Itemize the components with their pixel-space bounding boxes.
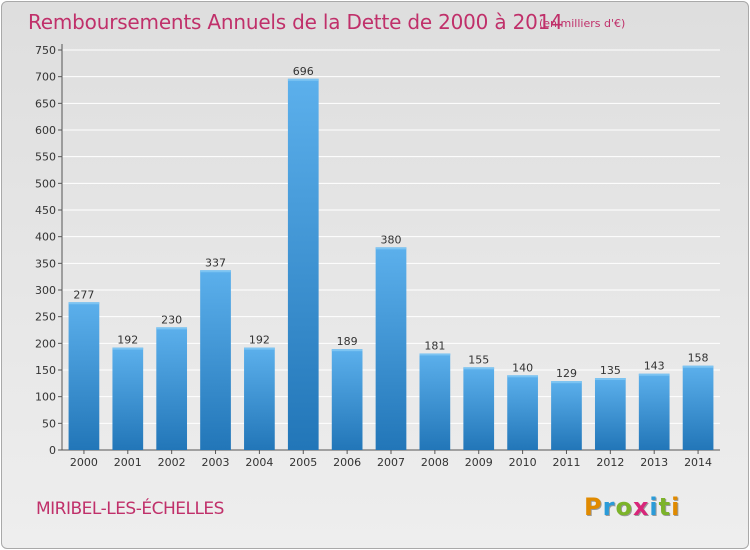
bar — [287, 78, 319, 451]
bar-highlight — [507, 375, 538, 378]
bar-highlight — [331, 349, 363, 352]
bar — [156, 327, 188, 450]
y-tick-label: 400 — [35, 231, 56, 244]
x-tick-label: 2005 — [289, 456, 317, 469]
y-tick-label: 250 — [35, 311, 56, 324]
bar-highlight — [594, 378, 626, 380]
commune-name: MIRIBEL-LES-ÉCHELLES — [36, 499, 224, 519]
bar-value-label: 129 — [556, 367, 577, 380]
logo-letter: t — [658, 493, 672, 521]
x-tick-label: 2006 — [333, 456, 361, 469]
logo-letter: i — [671, 493, 681, 521]
logo-letter: P — [584, 493, 603, 521]
x-tick-label: 2008 — [421, 456, 449, 469]
y-tick-label: 100 — [35, 391, 56, 404]
bar-value-label: 143 — [644, 360, 665, 373]
bar-value-label: 192 — [249, 334, 270, 347]
y-tick-label: 550 — [35, 151, 56, 164]
y-tick-label: 450 — [35, 204, 56, 217]
x-tick-label: 2014 — [684, 456, 712, 469]
y-tick-label: 200 — [35, 337, 56, 350]
bar-value-label: 158 — [688, 352, 709, 365]
y-tick-label: 750 — [35, 44, 56, 57]
bar-highlight — [244, 347, 275, 350]
bar-highlight — [112, 347, 144, 350]
bar-highlight — [200, 270, 231, 273]
bar — [68, 302, 100, 450]
logo-letter: o — [615, 493, 633, 521]
bar-highlight — [156, 327, 188, 330]
bar — [331, 349, 363, 450]
x-tick-label: 2011 — [552, 456, 580, 469]
x-tick-label: 2009 — [465, 456, 493, 469]
bar-value-label: 192 — [117, 334, 138, 347]
bar — [244, 347, 275, 450]
y-tick-label: 150 — [35, 364, 56, 377]
x-tick-label: 2001 — [114, 456, 142, 469]
x-tick-label: 2004 — [245, 456, 273, 469]
bar-highlight — [68, 302, 100, 305]
x-tick-label: 2003 — [202, 456, 230, 469]
bar-value-label: 337 — [205, 256, 226, 269]
x-tick-label: 2010 — [509, 456, 537, 469]
bar-value-label: 155 — [468, 353, 489, 366]
x-tick-label: 2000 — [70, 456, 98, 469]
y-tick-label: 50 — [42, 417, 56, 430]
bar-value-label: 140 — [512, 361, 533, 374]
y-tick-label: 700 — [35, 71, 56, 84]
y-tick-label: 650 — [35, 97, 56, 110]
bar — [463, 367, 495, 450]
logo-letter: i — [649, 493, 659, 521]
bar-value-label: 696 — [293, 65, 314, 78]
bar — [594, 378, 626, 450]
bar-highlight — [551, 381, 582, 384]
bar-value-label: 380 — [381, 233, 402, 246]
y-tick-label: 350 — [35, 257, 56, 270]
x-tick-label: 2013 — [640, 456, 668, 469]
bar — [638, 373, 670, 450]
y-tick-label: 500 — [35, 177, 56, 190]
y-tick-label: 600 — [35, 124, 56, 137]
bar-highlight — [638, 373, 670, 376]
chart-title: Remboursements Annuels de la Dette de 20… — [28, 10, 563, 34]
proxiti-logo[interactable]: Proxiti — [584, 493, 680, 521]
bar-highlight — [287, 78, 319, 81]
logo-letter: x — [632, 493, 650, 521]
y-tick-label: 0 — [49, 444, 56, 457]
logo-letter: r — [602, 493, 616, 521]
bar-value-label: 189 — [337, 335, 358, 348]
bar — [112, 347, 144, 450]
bar-value-label: 230 — [161, 313, 182, 326]
x-tick-label: 2002 — [158, 456, 186, 469]
y-tick-label: 300 — [35, 284, 56, 297]
bar — [375, 247, 407, 450]
bar — [200, 270, 231, 450]
bar-highlight — [682, 365, 714, 368]
bar — [507, 375, 538, 450]
bar-highlight — [375, 247, 407, 250]
chart-unit: (en milliers d'€) — [539, 17, 626, 30]
bar-highlight — [419, 353, 451, 356]
bar — [419, 353, 451, 450]
bar-value-label: 135 — [600, 364, 621, 377]
bar-value-label: 181 — [424, 339, 445, 352]
x-tick-label: 2007 — [377, 456, 405, 469]
bar-highlight — [463, 367, 495, 370]
bar-value-label: 277 — [73, 288, 94, 301]
bar — [551, 381, 582, 450]
bar — [682, 365, 714, 450]
x-tick-label: 2012 — [596, 456, 624, 469]
